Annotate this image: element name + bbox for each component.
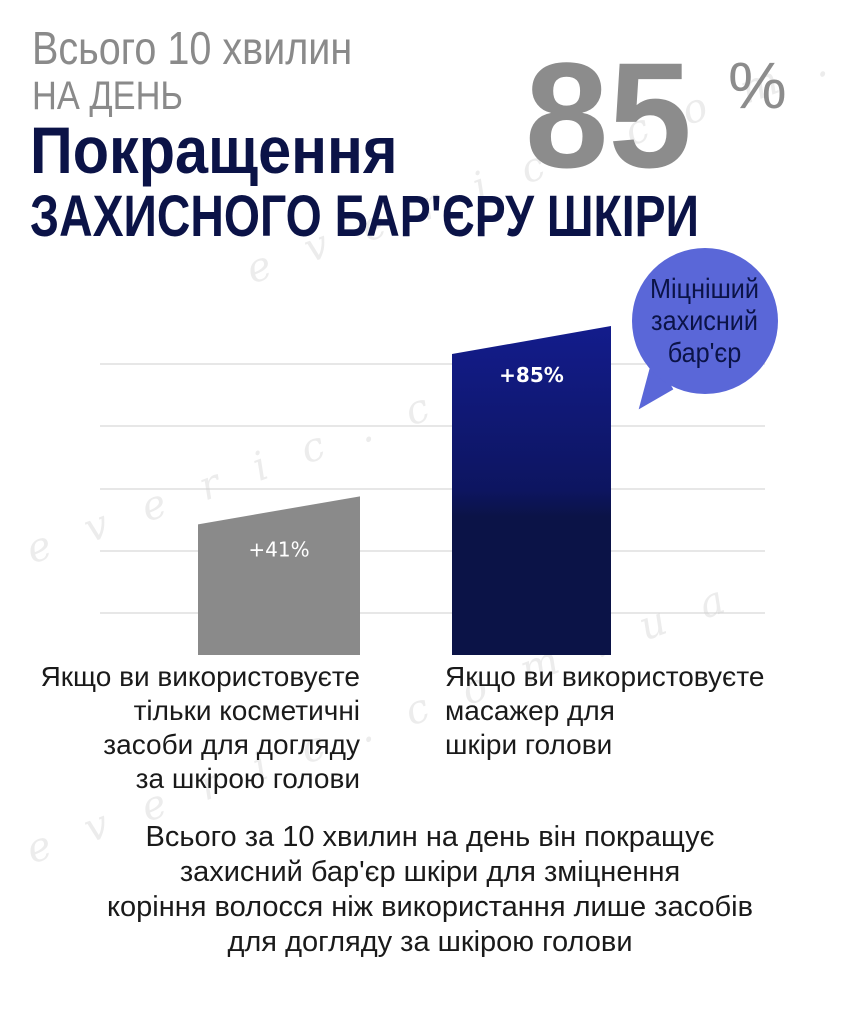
big-percent: % bbox=[728, 48, 787, 122]
footer-text: Всього за 10 хвилин на день він покращує… bbox=[107, 821, 753, 958]
bubble: Міцніший захисний бар'єр bbox=[632, 248, 778, 394]
category-label-1: Якщо ви використовуєте тільки косметичні… bbox=[40, 661, 360, 794]
category-label-2: Якщо ви використовуєте масажер для шкіри… bbox=[445, 661, 765, 760]
bar-2 bbox=[452, 326, 611, 655]
bubble-text: Міцніший захисний бар'єр bbox=[650, 273, 760, 368]
headline-line4: ЗАХИСНОГО БАР'ЄРУ ШКІРИ bbox=[30, 184, 699, 249]
data-label-1: +41% bbox=[248, 537, 309, 561]
bar-1 bbox=[198, 496, 360, 655]
data-label-2: +85% bbox=[499, 363, 564, 387]
headline-line3: Покращення bbox=[30, 113, 398, 187]
big-number: 85 bbox=[525, 31, 692, 199]
headline-line1: Всього 10 хвилин bbox=[32, 22, 353, 74]
headline-line2: НА ДЕНЬ bbox=[32, 74, 184, 118]
